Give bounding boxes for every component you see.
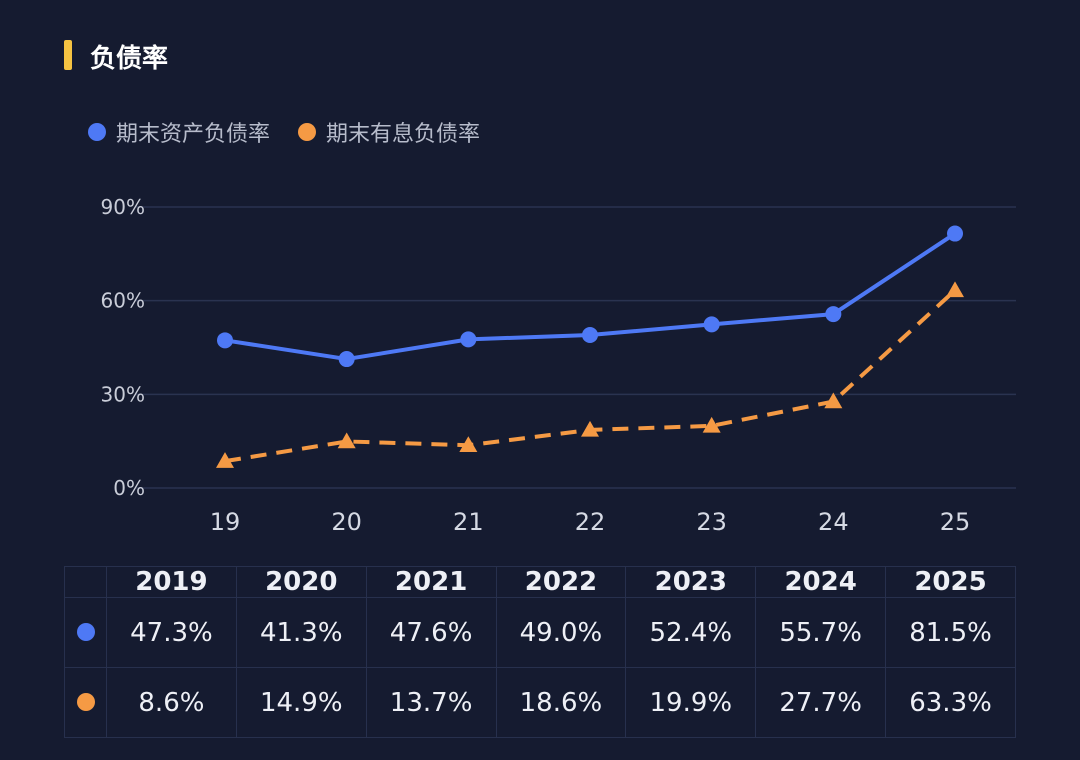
- data-point-marker: [703, 316, 720, 333]
- table-cell: 41.3%: [235, 597, 367, 668]
- table-header-cell: 2019: [106, 566, 237, 598]
- y-tick-label: 0%: [113, 476, 145, 500]
- table-header-row: 2019 2020 2021 2022 2023 2024 2025: [64, 566, 1016, 598]
- data-point-marker: [337, 432, 356, 449]
- table-cell: 19.9%: [625, 667, 757, 738]
- data-point-marker: [947, 225, 963, 242]
- table-header-cell: 2023: [625, 566, 757, 598]
- legend-dot-series2: [298, 123, 317, 141]
- data-point-marker: [946, 281, 964, 298]
- table-cell: 55.7%: [755, 597, 887, 668]
- data-table: 2019 2020 2021 2022 2023 2024 2025 47.3%…: [64, 566, 1016, 738]
- table-header-cell: 2021: [365, 566, 497, 598]
- legend: 期末资产负债率 期末有息负债率: [88, 116, 480, 148]
- row-dot-series2: [76, 692, 95, 711]
- table-cell: 27.7%: [755, 667, 887, 738]
- x-tick-label: 21: [453, 508, 484, 536]
- data-point-marker: [217, 332, 233, 349]
- x-tick-label: 20: [331, 508, 362, 536]
- data-point-marker: [459, 436, 478, 452]
- table-cell: 14.9%: [235, 667, 367, 738]
- x-tick-label: 25: [940, 508, 971, 536]
- legend-label-series1: 期末资产负债率: [116, 122, 271, 147]
- table-cell: 47.3%: [106, 597, 237, 668]
- table-header-cell: 2020: [235, 566, 367, 598]
- table-cell: 47.6%: [365, 597, 497, 668]
- x-tick-label: 24: [818, 508, 849, 536]
- data-point-marker: [338, 351, 355, 368]
- table-cell: 81.5%: [885, 597, 1016, 668]
- table-cell: 8.6%: [106, 667, 237, 738]
- data-point-marker: [702, 416, 721, 433]
- x-tick-label: 19: [210, 508, 241, 536]
- table-cell: 63.3%: [885, 667, 1016, 738]
- data-point-marker: [825, 306, 842, 323]
- table-header-cell: 2024: [755, 566, 887, 598]
- table-row: 8.6% 14.9% 13.7% 18.6% 19.9% 27.7% 63.3%: [64, 667, 1016, 738]
- table-header-cell: 2022: [495, 566, 627, 598]
- x-tick-label: 23: [696, 508, 727, 536]
- y-tick-label: 30%: [101, 382, 145, 406]
- y-tick-label: 90%: [101, 195, 145, 219]
- row-marker-cell: [64, 667, 107, 738]
- table-cell: 49.0%: [495, 597, 627, 668]
- table-header-corner: [64, 566, 107, 598]
- data-point-marker: [581, 420, 599, 437]
- data-point-marker: [216, 452, 234, 468]
- data-point-marker: [582, 327, 598, 344]
- data-point-marker: [460, 331, 477, 348]
- legend-item-series2[interactable]: 期末有息负债率: [298, 116, 480, 148]
- legend-label-series2: 期末有息负债率: [326, 122, 481, 147]
- table-header-cell: 2025: [885, 566, 1016, 598]
- legend-dot-series1: [88, 123, 106, 141]
- legend-item-series1[interactable]: 期末资产负债率: [88, 116, 270, 148]
- title-accent-bar: [64, 40, 72, 70]
- table-row: 47.3% 41.3% 47.6% 49.0% 52.4% 55.7% 81.5…: [64, 597, 1016, 668]
- row-marker-cell: [64, 597, 107, 668]
- row-dot-series1: [76, 622, 95, 641]
- y-tick-label: 60%: [101, 289, 145, 313]
- table-cell: 52.4%: [625, 597, 757, 668]
- table-cell: 18.6%: [495, 667, 627, 738]
- table-cell: 13.7%: [365, 667, 497, 738]
- x-tick-label: 22: [575, 508, 606, 536]
- line-chart: 0% 30% 60% 90% 19 20 21 22 23 24 25: [101, 195, 1016, 536]
- chart-title: 负债率: [90, 44, 169, 74]
- data-point-marker: [824, 392, 843, 409]
